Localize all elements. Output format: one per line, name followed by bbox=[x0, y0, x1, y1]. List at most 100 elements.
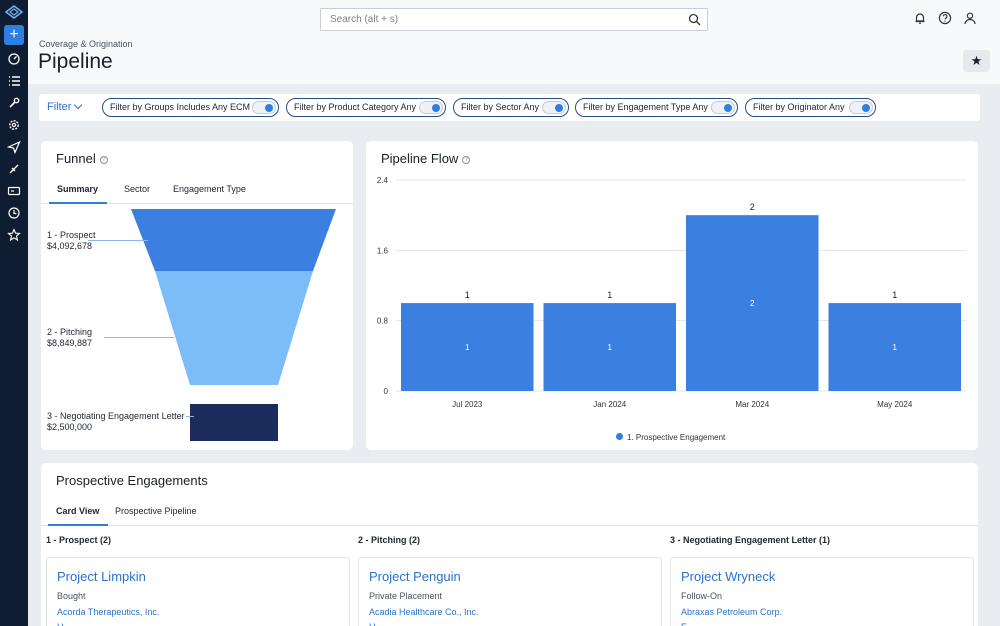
tab-summary[interactable]: Summary bbox=[57, 184, 99, 194]
engagement-name[interactable]: Project Wryneck bbox=[681, 569, 776, 584]
funnel-label-pitching: 2 - Pitching $8,849,887 bbox=[47, 327, 92, 349]
search-input[interactable]: Search (alt + s) bbox=[320, 8, 708, 31]
id-card-icon[interactable] bbox=[7, 184, 21, 198]
list-icon[interactable] bbox=[7, 74, 21, 88]
bell-icon[interactable] bbox=[913, 11, 927, 25]
filter-toggle-switch[interactable] bbox=[542, 101, 566, 114]
filter-chip-label: Filter by Engagement Type Any bbox=[583, 102, 708, 112]
filter-chip-originator[interactable]: Filter by Originator Any bbox=[745, 98, 876, 117]
wrench-icon[interactable] bbox=[7, 96, 21, 110]
star-icon: ★ bbox=[970, 53, 983, 68]
logo-icon[interactable] bbox=[5, 5, 23, 19]
column-header-pitching: 2 - Pitching (2) bbox=[358, 535, 421, 545]
bar-data-label: 1 bbox=[893, 343, 898, 352]
filter-chip-product-category[interactable]: Filter by Product Category Any bbox=[286, 98, 446, 117]
tab-card-view[interactable]: Card View bbox=[56, 506, 100, 516]
tab-divider bbox=[41, 203, 353, 204]
company-link[interactable]: Acadia Healthcare Co., Inc. bbox=[369, 607, 479, 617]
column-header-negotiating: 3 - Negotiating Engagement Letter (1) bbox=[670, 535, 831, 545]
engagement-detail[interactable]: H bbox=[57, 622, 64, 626]
engagement-name[interactable]: Project Limpkin bbox=[57, 569, 146, 584]
funnel-segment-prospect[interactable] bbox=[131, 209, 336, 271]
chart-bar[interactable] bbox=[543, 303, 677, 391]
funnel-chart bbox=[131, 209, 336, 441]
chart-bar[interactable] bbox=[828, 303, 962, 391]
engagement-card[interactable]: Project Wryneck Follow-On Abraxas Petrol… bbox=[670, 557, 974, 626]
chevron-down-icon bbox=[74, 100, 83, 110]
legend-label: 1. Prospective Engagement bbox=[627, 433, 726, 442]
dashboard-icon[interactable] bbox=[7, 52, 21, 66]
bar-total-label: 1 bbox=[465, 290, 470, 300]
chart-bar[interactable] bbox=[686, 215, 819, 391]
send-icon[interactable] bbox=[7, 140, 21, 154]
legend-swatch bbox=[616, 433, 623, 440]
company-link[interactable]: Acorda Therapeutics, Inc. bbox=[57, 607, 160, 617]
tab-sector[interactable]: Sector bbox=[124, 184, 151, 194]
filter-toggle-switch[interactable] bbox=[849, 101, 873, 114]
star-icon[interactable] bbox=[7, 228, 21, 242]
filter-toggle-switch[interactable] bbox=[419, 101, 443, 114]
tab-prospective-pipeline[interactable]: Prospective Pipeline bbox=[115, 506, 197, 516]
gear-icon[interactable] bbox=[7, 118, 21, 132]
funnel-label-prospect: 1 - Prospect $4,092,678 bbox=[47, 230, 96, 252]
chart-legend[interactable]: 1. Prospective Engagement bbox=[616, 433, 725, 442]
funnel-segment-pitching[interactable] bbox=[155, 271, 313, 385]
user-icon[interactable] bbox=[963, 11, 977, 25]
funnel-leader-line bbox=[104, 337, 174, 338]
engagement-detail[interactable]: E bbox=[681, 622, 687, 626]
engagement-type: Private Placement bbox=[369, 591, 443, 601]
funnel-title: Funnel? bbox=[56, 151, 108, 166]
chart-bar[interactable] bbox=[401, 303, 534, 391]
stage-value: $8,849,887 bbox=[47, 338, 93, 348]
stage-name: 1 - Prospect bbox=[47, 230, 96, 240]
page-header: Search (alt + s) Coverage & Origination … bbox=[28, 0, 1000, 84]
bar-data-label: 2 bbox=[750, 299, 755, 308]
engagements-title: Prospective Engagements bbox=[56, 473, 208, 488]
tag-icon[interactable] bbox=[7, 162, 21, 176]
filter-toggle[interactable]: Filter bbox=[47, 100, 83, 113]
funnel-leader-line bbox=[186, 416, 194, 417]
funnel-leader-line bbox=[88, 240, 148, 241]
help-icon[interactable]: ? bbox=[99, 156, 108, 164]
engagement-type: Follow-On bbox=[681, 591, 723, 601]
stage-value: $2,500,000 bbox=[47, 422, 93, 432]
bar-total-label: 1 bbox=[607, 290, 612, 300]
x-tick-label: Jan 2024 bbox=[593, 400, 626, 409]
favorite-button[interactable]: ★ bbox=[963, 50, 990, 72]
page-title: Pipeline bbox=[38, 50, 113, 73]
engagement-name[interactable]: Project Penguin bbox=[369, 569, 461, 584]
help-icon[interactable] bbox=[938, 11, 952, 25]
funnel-title-text: Funnel bbox=[56, 151, 96, 166]
engagement-detail[interactable]: H bbox=[369, 622, 376, 626]
filter-chip-label: Filter by Product Category Any bbox=[294, 102, 417, 112]
add-icon[interactable]: + bbox=[4, 25, 24, 45]
column-header-prospect: 1 - Prospect (2) bbox=[46, 535, 112, 545]
history-icon[interactable] bbox=[7, 206, 21, 220]
engagement-card[interactable]: Project Limpkin Bought Acorda Therapeuti… bbox=[46, 557, 350, 626]
filter-label: Filter bbox=[47, 101, 72, 113]
filter-chip-groups[interactable]: Filter by Groups Includes Any ECM bbox=[102, 98, 279, 117]
help-icon[interactable]: ? bbox=[462, 156, 471, 164]
y-tick-label: 0 bbox=[384, 387, 389, 396]
filter-toggle-switch[interactable] bbox=[711, 101, 735, 114]
engagement-card[interactable]: Project Penguin Private Placement Acadia… bbox=[358, 557, 662, 626]
tab-engagement-type[interactable]: Engagement Type bbox=[173, 184, 246, 194]
stage-value: $4,092,678 bbox=[47, 241, 93, 251]
funnel-label-negotiating: 3 - Negotiating Engagement Letter $2,500,… bbox=[47, 411, 185, 433]
filter-chip-sector[interactable]: Filter by Sector Any bbox=[453, 98, 569, 117]
funnel-segment-negotiating[interactable] bbox=[190, 404, 278, 441]
tab-divider bbox=[41, 525, 978, 526]
y-tick-label: 1.6 bbox=[377, 246, 389, 255]
funnel-card: Funnel? Summary Sector Engagement Type 1… bbox=[41, 141, 353, 450]
left-rail: + bbox=[0, 0, 28, 626]
bar-data-label: 1 bbox=[465, 343, 470, 352]
search-icon[interactable] bbox=[688, 13, 701, 26]
company-link[interactable]: Abraxas Petroleum Corp. bbox=[681, 607, 783, 617]
active-tab-indicator bbox=[48, 524, 108, 526]
filter-toggle-switch[interactable] bbox=[252, 101, 276, 114]
pipeline-flow-chart: 0 0.8 1.6 2.4 1 1 Jul 2023 1 1 Jan 2024 2 2 Mar 2024… bbox=[377, 176, 966, 409]
filter-chip-engagement-type[interactable]: Filter by Engagement Type Any bbox=[575, 98, 738, 117]
bar-total-label: 2 bbox=[750, 202, 755, 212]
engagement-type: Bought bbox=[57, 591, 86, 601]
breadcrumb[interactable]: Coverage & Origination bbox=[39, 39, 133, 49]
